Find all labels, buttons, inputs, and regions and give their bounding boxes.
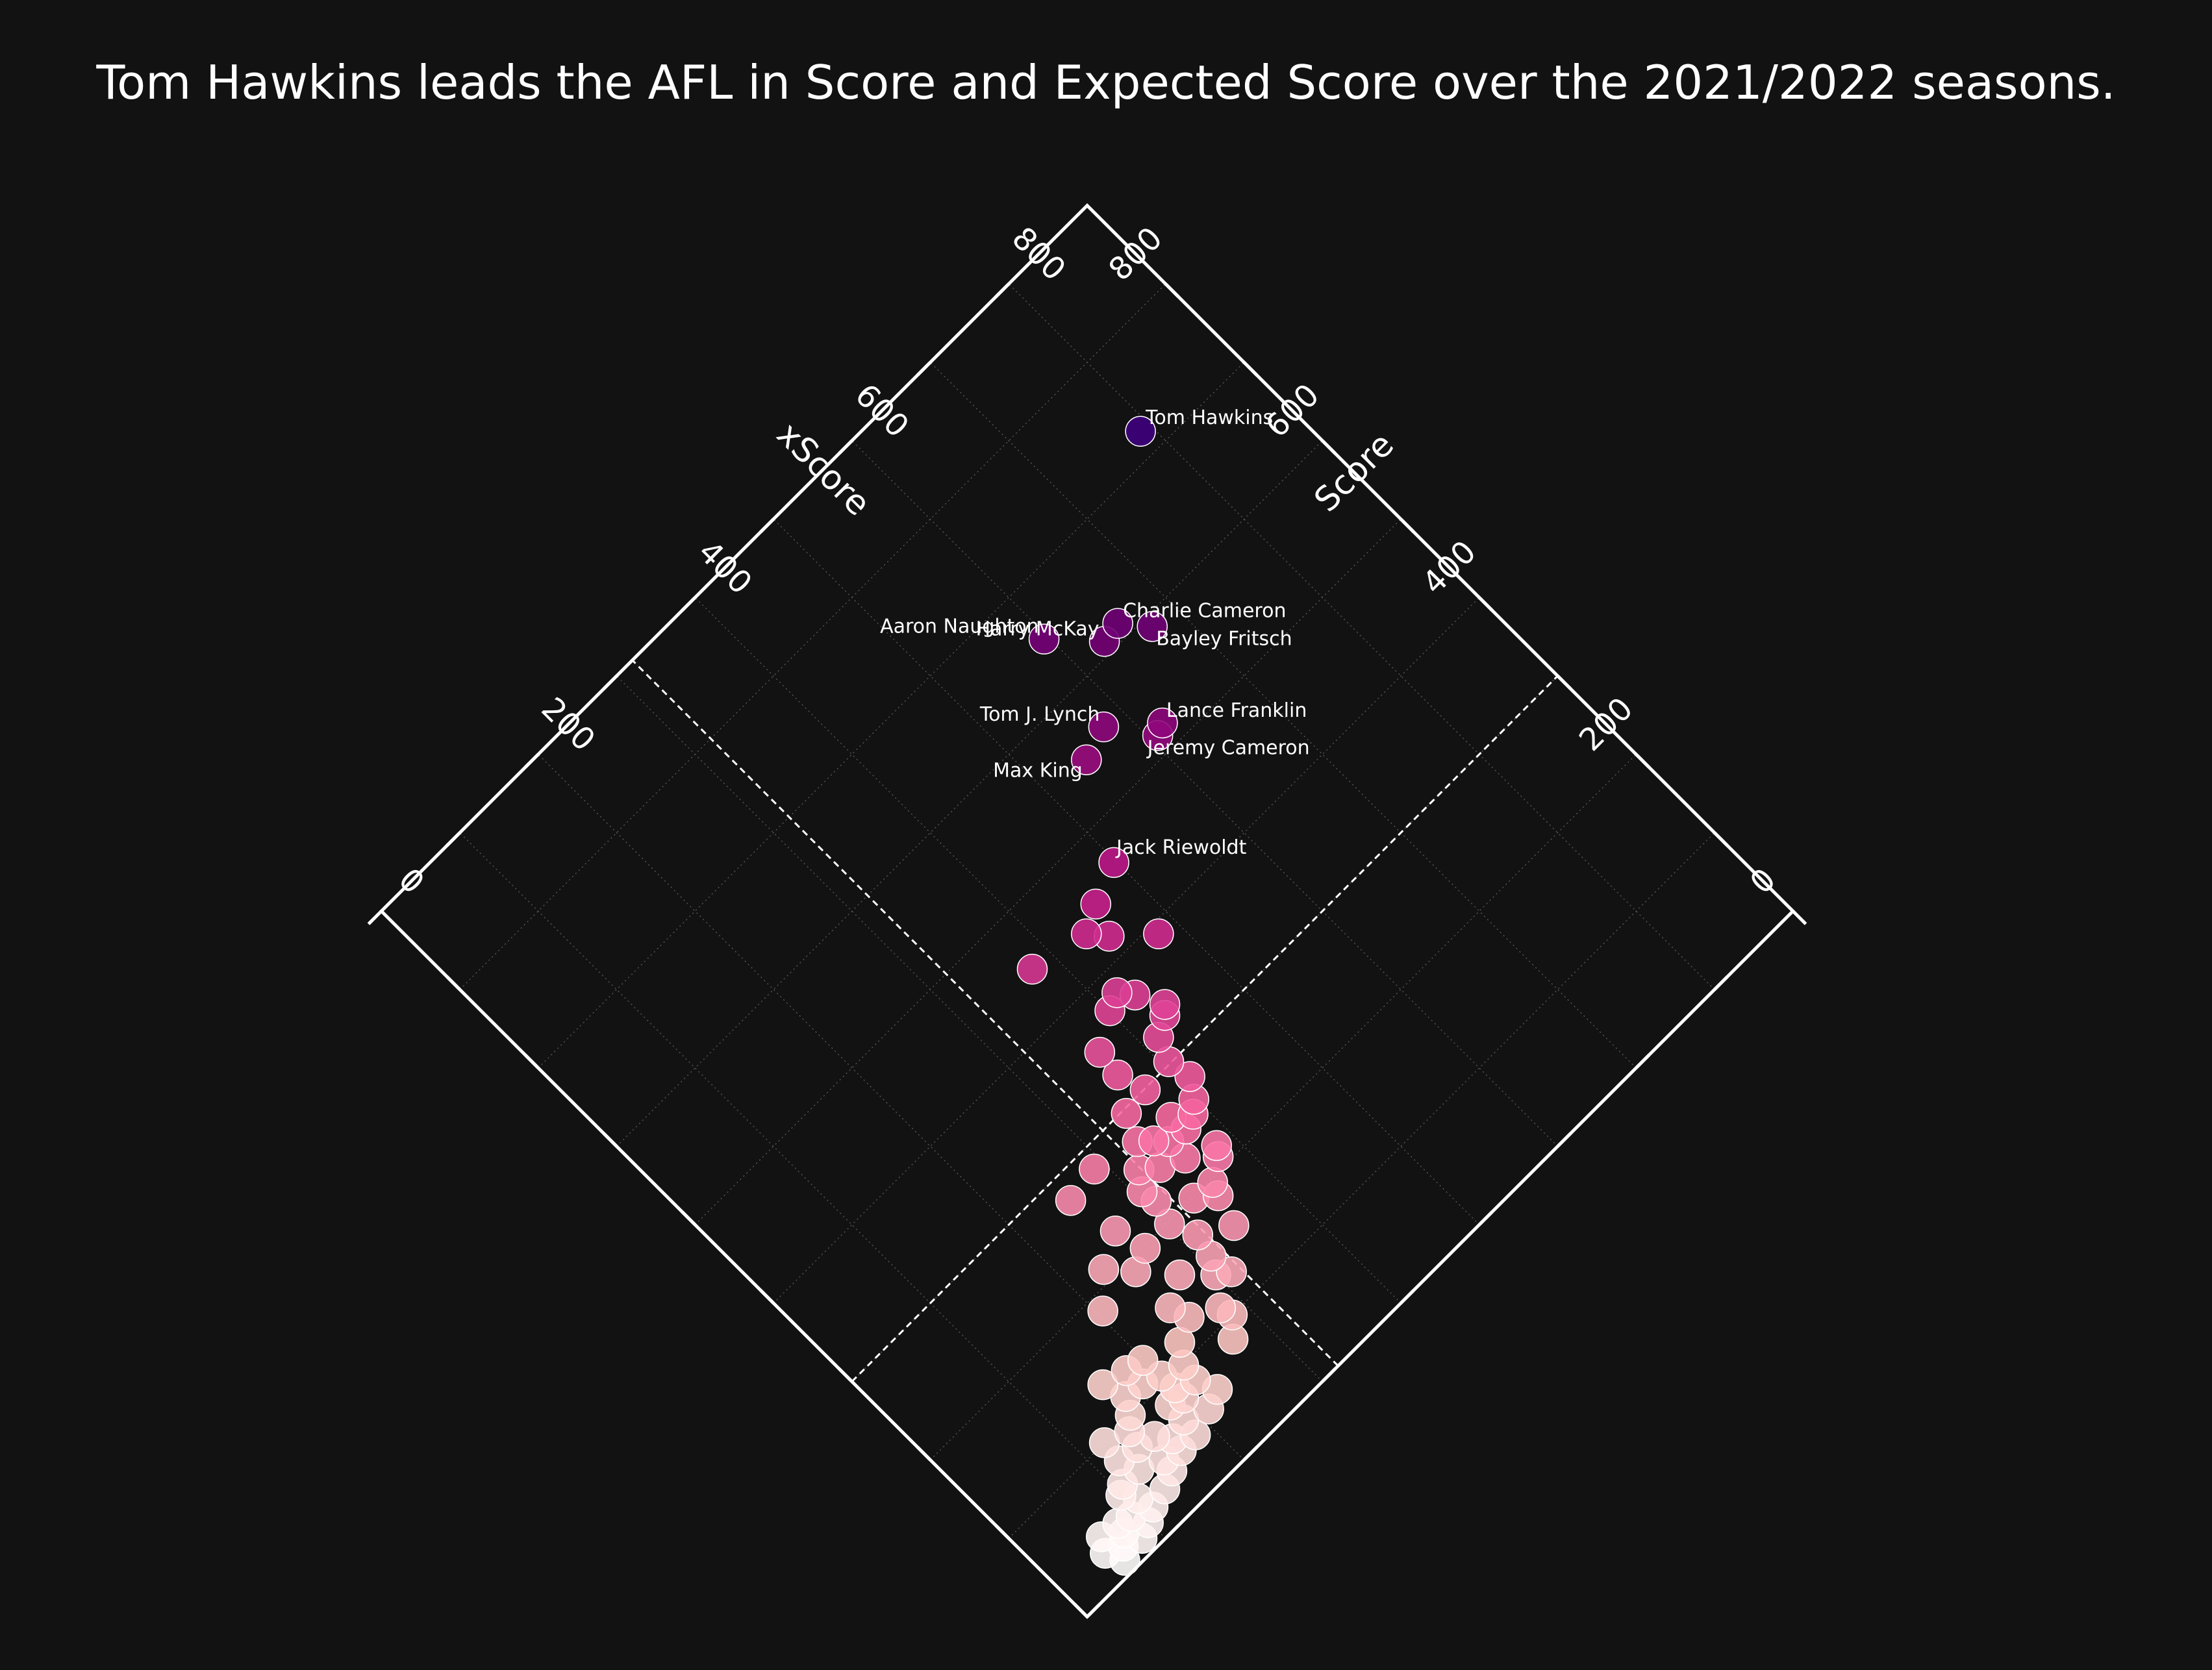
score-tick [1791, 910, 1807, 925]
player-point [1182, 1219, 1214, 1251]
xscore-tick-lower [1556, 1132, 1572, 1148]
player-point [1218, 1210, 1250, 1241]
xscore-tick-lower [1477, 1210, 1494, 1227]
player-point [1154, 1208, 1185, 1240]
xscore-tick [916, 361, 932, 377]
score-tick [1321, 439, 1337, 455]
player-point [1138, 1125, 1170, 1156]
chart-title: Tom Hawkins leads the AFL in Score and E… [95, 55, 2115, 110]
xscore-tick [838, 439, 853, 455]
player-point-labeled [1102, 608, 1133, 639]
xscore-tick-lower [1321, 1367, 1337, 1383]
xscore-tick-lower [1242, 1445, 1259, 1462]
xscore-tick-lower [1635, 1054, 1650, 1069]
player-label: Tom J. Lynch [979, 703, 1100, 726]
grid-line-xscore [459, 832, 1166, 1539]
xscore-tick [446, 831, 461, 847]
player-point [1149, 989, 1181, 1020]
player-point [1155, 1292, 1186, 1323]
player-point [1100, 1215, 1131, 1247]
player-point [1088, 1254, 1120, 1285]
player-point [1205, 1292, 1237, 1323]
xscore-tick [759, 517, 775, 534]
player-point [1084, 1036, 1116, 1068]
player-point [1129, 1232, 1161, 1264]
xscore-tick-lower [1164, 1524, 1180, 1540]
xscore-tick [602, 675, 618, 690]
player-point [1080, 888, 1112, 920]
score-tick-lower [916, 1445, 932, 1462]
xscore-tick [994, 282, 1011, 298]
player-point [1055, 1185, 1087, 1216]
score-tick [1713, 831, 1729, 847]
grid-line-score [929, 754, 1637, 1461]
player-point-labeled [1098, 847, 1129, 879]
player-label: Aaron Naughton [880, 616, 1039, 638]
player-point [1201, 1130, 1232, 1162]
player-point [1087, 1295, 1118, 1327]
score-tick-lower [524, 1054, 540, 1069]
xscore-tick [367, 910, 383, 925]
player-point-labeled [1088, 711, 1120, 743]
player-point [1127, 1345, 1159, 1376]
player-point-labeled [1147, 707, 1178, 739]
player-label: Tom Hawkins [1145, 406, 1273, 429]
player-label: Jeremy Cameron [1146, 736, 1310, 759]
xscore-tick-lower [1400, 1289, 1415, 1304]
player-label: Charlie Cameron [1123, 600, 1286, 623]
score-tick [1556, 675, 1572, 690]
score-tick [1242, 361, 1259, 377]
score-tick-lower [446, 975, 461, 991]
player-label: Max King [993, 760, 1083, 782]
player-label: Lance Franklin [1166, 699, 1307, 722]
player-point [1087, 1369, 1118, 1401]
player-point [1101, 977, 1133, 1008]
player-label: Jack Riewoldt [1115, 836, 1247, 859]
player-point [1079, 1153, 1110, 1185]
player-label: Bayley Fritsch [1156, 627, 1292, 650]
player-point [1129, 1074, 1161, 1106]
player-point [1111, 1098, 1142, 1129]
player-point [1197, 1167, 1228, 1198]
grid-line-score [538, 362, 1245, 1069]
score-tick-lower [838, 1367, 853, 1383]
score-tick-lower [994, 1524, 1011, 1540]
player-point [1143, 918, 1174, 950]
score-tick [1635, 753, 1650, 769]
score-tick [1477, 596, 1494, 612]
player-points [1016, 416, 1250, 1576]
player-point [1102, 1059, 1133, 1091]
player-point-labeled [1137, 611, 1168, 642]
score-tick-lower [602, 1132, 618, 1148]
score-tick [1400, 517, 1415, 534]
player-point [1071, 918, 1102, 950]
player-point-labeled [1028, 623, 1060, 654]
xscore-tick [524, 753, 540, 769]
score-tick [1164, 282, 1180, 298]
xscore-tick-lower [1086, 1602, 1101, 1618]
reference-line-score [851, 675, 1559, 1382]
xscore-tick [681, 596, 697, 612]
player-point [1174, 1061, 1205, 1092]
score-tick-lower [759, 1289, 775, 1304]
score-tick-lower [681, 1210, 697, 1227]
player-point [1016, 953, 1048, 985]
grid-line-score [773, 597, 1480, 1304]
player-point [1164, 1259, 1196, 1291]
player-point-labeled [1071, 744, 1102, 775]
score-tick-lower [1073, 1602, 1088, 1618]
player-point-labeled [1125, 416, 1156, 447]
xscore-tick-lower [1713, 975, 1729, 991]
player-label: Harry McKay [976, 617, 1100, 640]
